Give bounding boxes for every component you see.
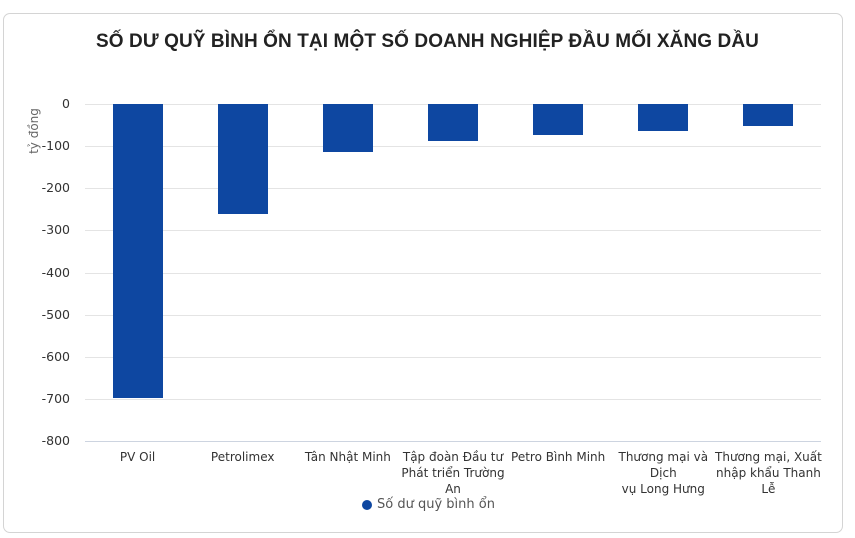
x-tick-label: PV Oil: [119, 450, 156, 464]
y-tick-label: -600: [41, 348, 70, 364]
gridline: [85, 356, 821, 358]
x-tick-label: Thương mại và Dịch vụ Long Hưng: [618, 450, 709, 496]
y-tick-label: -800: [41, 433, 70, 448]
legend-label: Số dư quỹ bình ổn: [377, 497, 495, 512]
y-tick-label: -100: [41, 138, 70, 154]
legend[interactable]: Số dư quỹ bình ổn: [362, 497, 495, 512]
y-tick-label: -700: [41, 390, 70, 406]
x-tick-label: Petrolimex: [210, 450, 275, 464]
bar[interactable]: [638, 104, 689, 131]
gridline: [85, 441, 821, 442]
gridline: [85, 188, 821, 190]
chart-title: SỐ DƯ QUỸ BÌNH ỔN TẠI MỘT SỐ DOANH NGHIỆ…: [95, 31, 760, 52]
bar[interactable]: [112, 104, 163, 399]
y-tick-label: 0: [62, 96, 70, 111]
y-tick-label: -300: [41, 222, 70, 238]
bar[interactable]: [322, 104, 373, 153]
bar[interactable]: [533, 104, 584, 135]
y-tick-label: -200: [41, 180, 70, 196]
x-tick-label: Tập đoàn Đầu tư Phát triển Trường An: [401, 450, 505, 496]
x-tick-label: Thương mại, Xuất nhập khẩu Thanh Lễ: [715, 450, 822, 496]
gridline: [85, 398, 821, 400]
gridline: [85, 230, 821, 232]
y-tick-label: -400: [41, 264, 70, 280]
bar[interactable]: [428, 104, 478, 142]
bar[interactable]: [217, 104, 268, 214]
gridline: [85, 272, 821, 274]
gridline: [85, 146, 821, 148]
y-tick-label: -500: [41, 306, 70, 322]
legend-marker-icon: [362, 499, 372, 510]
bar[interactable]: [743, 104, 794, 126]
plot-area: [85, 104, 821, 442]
gridline: [85, 314, 821, 316]
x-tick-label: Petro Bình Minh: [511, 450, 606, 464]
x-tick-label: Tân Nhật Minh: [304, 450, 391, 464]
